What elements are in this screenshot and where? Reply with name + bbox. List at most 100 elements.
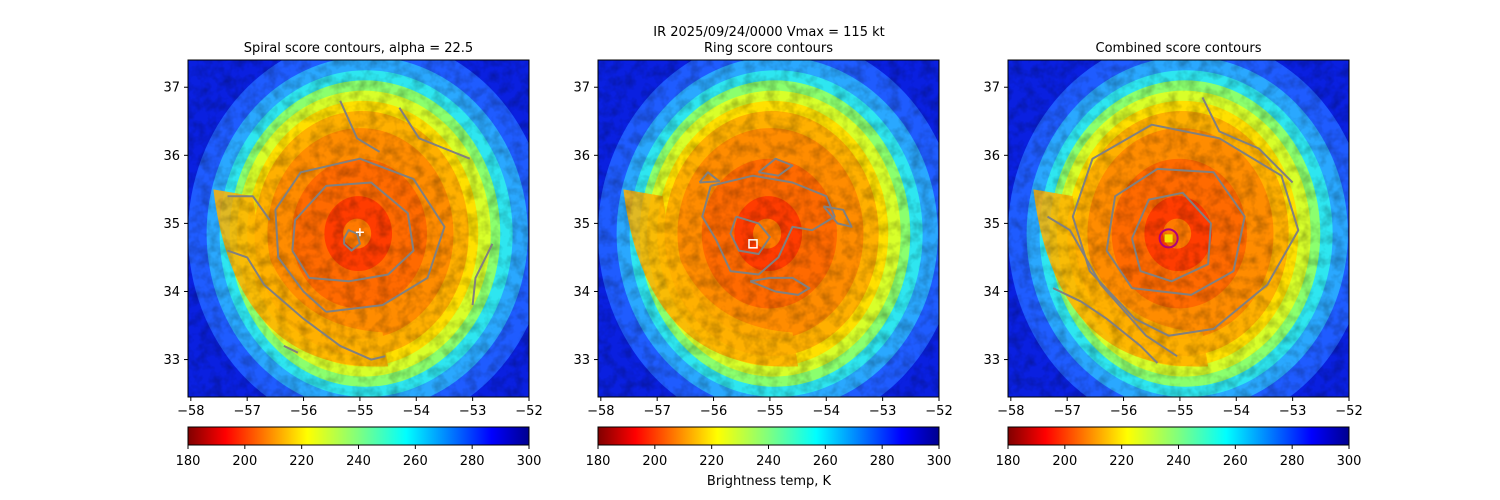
colorbar-tick-label: 220 xyxy=(699,454,724,469)
y-tick-label: 37 xyxy=(573,81,590,96)
colorbar-tick-label: 180 xyxy=(176,454,201,469)
x-tick-label: −54 xyxy=(1223,404,1250,419)
x-tick-label: −53 xyxy=(459,404,486,419)
x-tick-label: −55 xyxy=(1166,404,1193,419)
x-tick-label: −54 xyxy=(403,404,430,419)
x-tick-label: −55 xyxy=(346,404,373,419)
y-tick-label: 35 xyxy=(163,217,180,232)
panel-3: Combined score contours −58 −57 −56 −55 −54 −5… xyxy=(983,41,1362,469)
y-tick-label: 33 xyxy=(163,353,180,368)
x-tick-label: −57 xyxy=(1053,404,1080,419)
panel-title: Combined score contours xyxy=(1096,41,1262,56)
y-tick-label: 36 xyxy=(983,149,1000,164)
contour-line xyxy=(227,195,271,221)
y-tick-label: 35 xyxy=(573,217,590,232)
x-tick-label: −55 xyxy=(756,404,783,419)
colorbar-label: Brightness temp, K xyxy=(707,474,832,489)
colorbar-tick-label: 220 xyxy=(1109,454,1134,469)
contour-line xyxy=(1105,167,1246,296)
contour-line xyxy=(339,100,381,153)
colorbar-tick-label: 220 xyxy=(289,454,314,469)
colorbar-tick-label: 300 xyxy=(927,454,952,469)
x-tick-label: −56 xyxy=(1110,404,1137,419)
y-tick-label: 34 xyxy=(573,285,590,300)
colorbar-tick-label: 280 xyxy=(460,454,485,469)
colorbar xyxy=(597,426,940,446)
colorbar-tick-label: 240 xyxy=(346,454,371,469)
contour-line xyxy=(398,107,471,160)
center-marker xyxy=(1158,228,1179,249)
suptitle: IR 2025/09/24/0000 Vmax = 115 kt xyxy=(653,25,884,40)
colorbar-tick-label: 200 xyxy=(1052,454,1077,469)
cloud-texture xyxy=(598,60,939,397)
y-tick-label: 33 xyxy=(573,353,590,368)
contour-line xyxy=(283,344,299,354)
colorbar-tick-label: 240 xyxy=(1166,454,1191,469)
y-tick-label: 34 xyxy=(983,285,1000,300)
y-tick-label: 37 xyxy=(983,81,1000,96)
contour-line xyxy=(1071,123,1300,337)
axes-frame xyxy=(187,59,530,398)
colorbar-tick-label: 200 xyxy=(642,454,667,469)
brightness-field xyxy=(598,60,939,397)
colorbar-tick-label: 200 xyxy=(232,454,257,469)
y-tick-label: 37 xyxy=(163,81,180,96)
cloud-texture xyxy=(1008,60,1349,397)
contour-line xyxy=(1052,287,1159,364)
x-tick-label: −57 xyxy=(233,404,260,419)
contour-line xyxy=(749,276,811,296)
x-tick-label: −58 xyxy=(587,404,614,419)
x-tick-label: −57 xyxy=(643,404,670,419)
x-tick-label: −56 xyxy=(290,404,317,419)
colorbar-tick-label: 260 xyxy=(813,454,838,469)
contour-line xyxy=(471,243,494,306)
contour-line xyxy=(698,171,721,184)
colorbar xyxy=(187,426,530,446)
x-tick-label: −56 xyxy=(700,404,727,419)
colorbar xyxy=(1007,426,1350,446)
x-tick-label: −58 xyxy=(997,404,1024,419)
axes-frame xyxy=(1007,59,1350,398)
contour-line xyxy=(1201,96,1294,184)
panel-title: Spiral score contours, alpha = 22.5 xyxy=(244,41,473,56)
contour-line xyxy=(227,249,386,361)
contour-line xyxy=(1131,191,1212,283)
contour-line xyxy=(1046,215,1178,358)
y-tick-label: 36 xyxy=(573,149,590,164)
y-tick-label: 33 xyxy=(983,353,1000,368)
panel-title: Ring score contours xyxy=(704,41,833,56)
cloud-texture xyxy=(188,60,529,397)
contour-line xyxy=(291,181,415,283)
colorbar-tick-label: 260 xyxy=(1223,454,1248,469)
y-tick-label: 34 xyxy=(163,285,180,300)
x-tick-label: −52 xyxy=(1335,404,1362,419)
contour-line xyxy=(274,157,446,313)
center-marker xyxy=(355,228,364,237)
y-tick-label: 36 xyxy=(163,149,180,164)
colorbar-tick-label: 280 xyxy=(1280,454,1305,469)
panel-2: Ring score contours −58 −57 −56 −55 −54 −53 −52… xyxy=(573,41,952,469)
panel-1: Spiral score contours, alpha = 22.5 −58 −5… xyxy=(163,41,542,469)
colorbar-tick-label: 180 xyxy=(996,454,1021,469)
contour-line xyxy=(729,215,771,255)
x-tick-label: −58 xyxy=(177,404,204,419)
colorbar-tick-label: 300 xyxy=(1337,454,1362,469)
brightness-field xyxy=(188,60,529,397)
contour-line xyxy=(822,205,853,228)
colorbar-tick-label: 280 xyxy=(870,454,895,469)
contour-line xyxy=(343,229,361,252)
x-tick-label: −54 xyxy=(813,404,840,419)
colorbar-tick-label: 180 xyxy=(586,454,611,469)
center-marker xyxy=(1164,234,1173,243)
x-tick-label: −53 xyxy=(869,404,896,419)
colorbar-tick-label: 260 xyxy=(403,454,428,469)
x-tick-label: −52 xyxy=(925,404,952,419)
x-tick-label: −53 xyxy=(1279,404,1306,419)
contour-line xyxy=(701,174,836,276)
center-marker xyxy=(748,239,758,249)
contour-line xyxy=(757,157,794,177)
colorbar-tick-label: 240 xyxy=(756,454,781,469)
y-tick-label: 35 xyxy=(983,217,1000,232)
colorbar-tick-label: 300 xyxy=(517,454,542,469)
